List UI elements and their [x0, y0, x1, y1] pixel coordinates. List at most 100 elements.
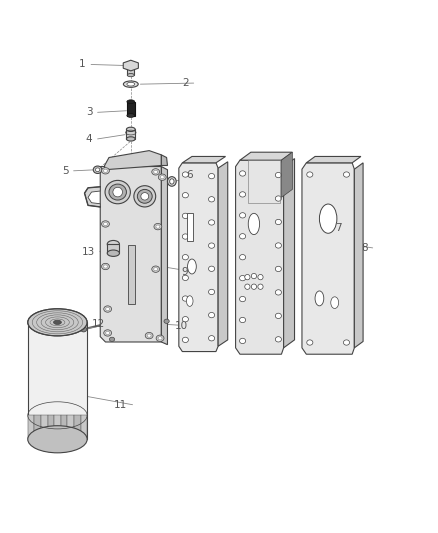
Ellipse shape: [276, 172, 282, 177]
Ellipse shape: [127, 82, 135, 86]
Ellipse shape: [160, 175, 164, 179]
Ellipse shape: [158, 337, 162, 340]
Ellipse shape: [28, 426, 87, 453]
Ellipse shape: [240, 276, 246, 281]
Text: 4: 4: [86, 134, 92, 144]
Bar: [61, 415, 67, 439]
Ellipse shape: [208, 266, 215, 271]
Ellipse shape: [276, 266, 282, 272]
Ellipse shape: [182, 317, 188, 322]
Text: 2: 2: [182, 78, 188, 88]
Bar: [34, 415, 41, 439]
Polygon shape: [161, 166, 167, 345]
Ellipse shape: [106, 332, 110, 335]
Ellipse shape: [167, 176, 176, 186]
Ellipse shape: [152, 266, 159, 272]
Ellipse shape: [240, 233, 246, 239]
Polygon shape: [85, 187, 100, 207]
Ellipse shape: [240, 338, 246, 344]
Text: 3: 3: [86, 107, 92, 117]
Ellipse shape: [187, 296, 193, 306]
Ellipse shape: [127, 114, 135, 117]
Text: 5: 5: [62, 166, 68, 176]
Bar: [248, 160, 280, 203]
Text: 9: 9: [182, 267, 188, 277]
Text: 7: 7: [335, 223, 341, 233]
Ellipse shape: [154, 268, 158, 271]
Ellipse shape: [182, 255, 188, 260]
Ellipse shape: [152, 168, 159, 175]
Ellipse shape: [182, 337, 188, 343]
Polygon shape: [100, 166, 161, 342]
Ellipse shape: [343, 340, 350, 345]
Ellipse shape: [102, 263, 110, 270]
Ellipse shape: [276, 313, 282, 319]
Ellipse shape: [105, 180, 131, 204]
Text: 11: 11: [114, 400, 127, 410]
Ellipse shape: [208, 173, 215, 179]
Polygon shape: [218, 162, 228, 346]
Ellipse shape: [276, 290, 282, 295]
Ellipse shape: [248, 213, 260, 235]
Ellipse shape: [124, 81, 138, 87]
Ellipse shape: [276, 243, 282, 248]
Ellipse shape: [208, 220, 215, 225]
Ellipse shape: [208, 312, 215, 318]
Polygon shape: [128, 245, 135, 304]
Ellipse shape: [240, 192, 246, 197]
Bar: [41, 415, 48, 439]
Ellipse shape: [93, 166, 102, 173]
Polygon shape: [161, 155, 167, 165]
Ellipse shape: [109, 184, 127, 200]
Ellipse shape: [138, 189, 152, 203]
Ellipse shape: [331, 297, 339, 309]
Ellipse shape: [307, 172, 313, 177]
Polygon shape: [179, 163, 218, 352]
Ellipse shape: [240, 213, 246, 218]
Ellipse shape: [251, 284, 257, 289]
Text: 12: 12: [92, 319, 106, 329]
Bar: [127, 102, 135, 116]
Ellipse shape: [158, 174, 166, 180]
Ellipse shape: [156, 335, 164, 342]
Ellipse shape: [182, 213, 188, 219]
Ellipse shape: [127, 137, 135, 141]
Polygon shape: [302, 163, 354, 354]
Polygon shape: [240, 152, 292, 160]
Ellipse shape: [147, 334, 151, 337]
Ellipse shape: [104, 330, 112, 336]
Ellipse shape: [103, 222, 107, 225]
Polygon shape: [354, 163, 363, 348]
Ellipse shape: [187, 259, 196, 274]
Ellipse shape: [245, 284, 250, 289]
Polygon shape: [182, 157, 226, 163]
Ellipse shape: [319, 204, 337, 233]
Ellipse shape: [208, 336, 215, 341]
Ellipse shape: [258, 284, 263, 289]
Ellipse shape: [182, 172, 188, 177]
Ellipse shape: [102, 167, 110, 174]
Bar: [67, 415, 74, 439]
Polygon shape: [187, 213, 193, 241]
Ellipse shape: [106, 308, 110, 311]
Ellipse shape: [182, 234, 188, 239]
Ellipse shape: [154, 170, 158, 173]
Ellipse shape: [251, 273, 257, 279]
Ellipse shape: [107, 250, 120, 256]
Ellipse shape: [315, 291, 324, 306]
Bar: [107, 244, 120, 253]
Ellipse shape: [276, 220, 282, 224]
Ellipse shape: [164, 319, 169, 324]
Ellipse shape: [182, 275, 188, 280]
Bar: [28, 322, 87, 439]
Bar: [48, 415, 54, 439]
Ellipse shape: [276, 337, 282, 342]
Polygon shape: [105, 151, 161, 169]
Ellipse shape: [258, 274, 263, 280]
Text: 1: 1: [79, 60, 86, 69]
Ellipse shape: [182, 192, 188, 198]
Polygon shape: [306, 157, 361, 163]
Ellipse shape: [343, 172, 350, 177]
Polygon shape: [284, 159, 294, 348]
Ellipse shape: [154, 223, 162, 230]
